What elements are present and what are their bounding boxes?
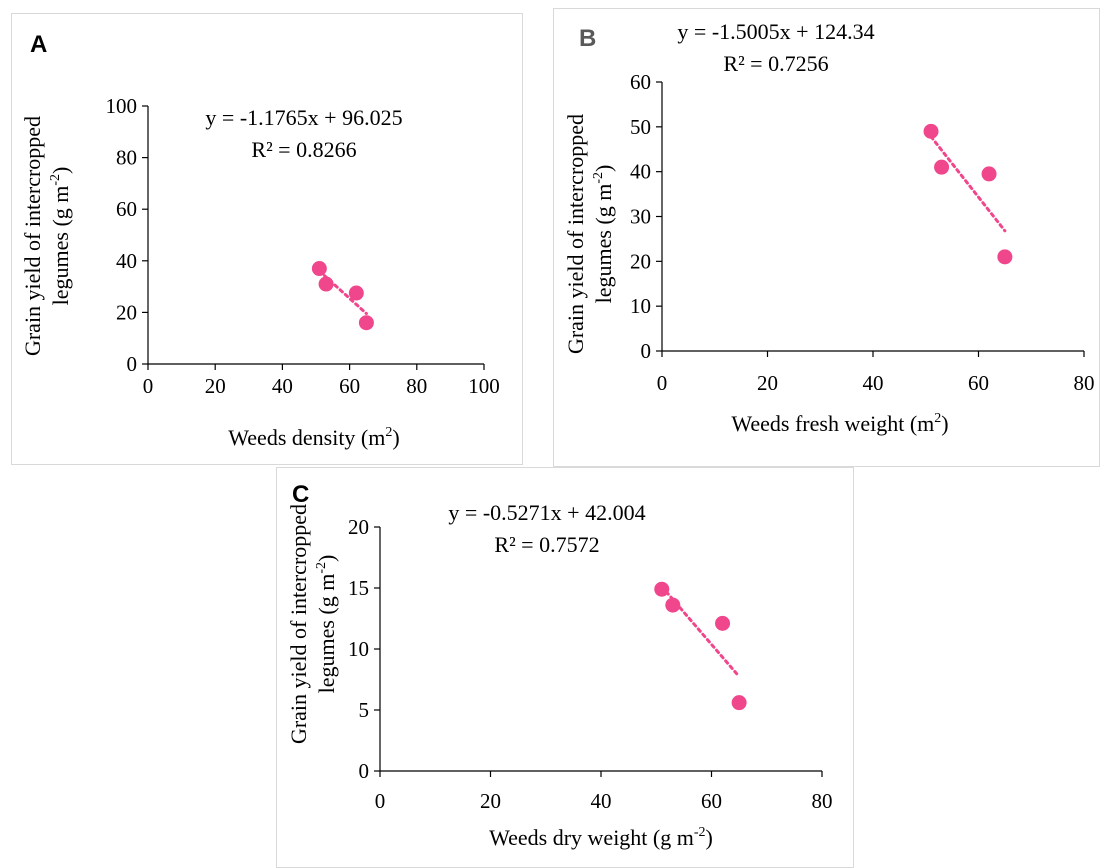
x-tick-label: 80: [812, 789, 833, 813]
x-tick-label: 40: [863, 371, 884, 395]
x-axis-label-main: Weeds density (m: [228, 425, 385, 450]
x-tick-label: 80: [1074, 371, 1095, 395]
data-point: [318, 276, 334, 292]
y-axis-label-line2: legumes (g m-2): [314, 555, 339, 694]
y-axis-label-line2-main: legumes (g m: [48, 186, 73, 306]
x-tick-label: 0: [375, 789, 386, 813]
y-axis-label-line2: legumes (g m-2): [591, 165, 616, 304]
y-axis-label-line1: Grain yield of intercropped: [563, 114, 588, 354]
regression-equation: y = -0.5271x + 42.004: [448, 500, 645, 525]
trendline: [929, 135, 1007, 233]
y-tick-label: 20: [630, 249, 651, 273]
x-axis-label-sup: 2: [385, 425, 392, 440]
data-point: [997, 249, 1013, 265]
y-axis-label-line1: Grain yield of intercropped: [20, 116, 45, 356]
x-axis-label-sup: -2: [694, 825, 706, 840]
r-squared-label: R² = 0.8266: [251, 137, 356, 162]
chart-c: C 0 20 40 60 80 0 5 10 15 20 y = -0.5271x + 42.004 R…: [286, 481, 833, 850]
y-tick-label: 5: [359, 698, 370, 722]
x-axis-label: Weeds density (m2): [228, 425, 399, 450]
y-axis-label-line2-sup: -2: [314, 562, 329, 574]
r-squared-label: R² = 0.7572: [494, 532, 599, 557]
y-axis-label-line2-sup: -2: [591, 172, 606, 184]
data-point: [311, 261, 327, 277]
y-tick-label: 20: [348, 515, 369, 539]
data-point: [981, 166, 997, 182]
data-point: [934, 159, 950, 175]
x-axis-label: Weeds dry weight (g m-2): [489, 825, 713, 850]
y-axis-label-line2: legumes (g m-2): [48, 167, 73, 306]
data-point: [358, 315, 374, 331]
y-axis-label-line2-sup: -2: [48, 174, 63, 186]
y-axis-label-line2-end: ): [314, 555, 339, 562]
chart-b: B 0 20 40 60 80 0 10 20 30 40 50 60 y = -1.5005x + 12…: [563, 19, 1095, 436]
x-tick-label: 20: [205, 374, 226, 398]
y-tick-label: 40: [630, 160, 651, 184]
x-tick-label: 60: [968, 371, 989, 395]
chart-panel-b: [553, 8, 1100, 467]
y-axis-label-line2-end: ): [48, 167, 73, 174]
chart-panel-a: [11, 13, 523, 465]
y-tick-label: 80: [116, 146, 137, 170]
y-tick-label: 60: [116, 197, 137, 221]
x-tick-label: 80: [406, 374, 427, 398]
x-axis-label-end: ): [941, 411, 948, 436]
y-tick-label: 0: [359, 759, 370, 783]
data-point: [348, 285, 364, 301]
data-point: [731, 695, 747, 711]
y-tick-label: 40: [116, 249, 137, 273]
y-axis-label-line2-end: ): [591, 165, 616, 172]
chart-a: A 0 20 40 60 80 100 0 20 40 60 80 100 y = -1.1765x + …: [20, 31, 500, 450]
r-squared-label: R² = 0.7256: [723, 51, 828, 76]
x-axis-label: Weeds fresh weight (m2): [731, 411, 948, 436]
y-tick-label: 60: [630, 70, 651, 94]
y-tick-label: 0: [127, 352, 138, 376]
y-axis-label-line2-main: legumes (g m: [314, 574, 339, 694]
panel-label: A: [30, 31, 47, 58]
x-tick-label: 100: [468, 374, 500, 398]
data-point: [665, 597, 681, 613]
y-tick-label: 50: [630, 115, 651, 139]
y-tick-label: 10: [630, 294, 651, 318]
x-tick-label: 40: [272, 374, 293, 398]
y-tick-label: 0: [641, 339, 652, 363]
regression-equation: y = -1.1765x + 96.025: [205, 105, 402, 130]
y-tick-label: 100: [106, 94, 138, 118]
y-tick-label: 30: [630, 205, 651, 229]
x-axis-label-end: ): [706, 825, 713, 850]
y-tick-label: 10: [348, 637, 369, 661]
y-tick-label: 20: [116, 300, 137, 324]
x-axis-label-main: Weeds fresh weight (m: [731, 411, 934, 436]
x-tick-label: 20: [480, 789, 501, 813]
panel-label: C: [292, 481, 309, 508]
data-point: [923, 123, 939, 139]
y-axis-label-line1: Grain yield of intercropped: [286, 504, 311, 744]
x-tick-label: 0: [143, 374, 154, 398]
y-axis-label-line2-main: legumes (g m: [591, 184, 616, 304]
x-tick-label: 20: [757, 371, 778, 395]
x-tick-label: 60: [701, 789, 722, 813]
x-axis-label-main: Weeds dry weight (g m: [489, 825, 694, 850]
x-tick-label: 0: [657, 371, 668, 395]
panel-label: B: [579, 25, 596, 52]
x-axis-label-end: ): [392, 425, 399, 450]
regression-equation: y = -1.5005x + 124.34: [677, 19, 874, 44]
x-axis-label-sup: 2: [934, 411, 941, 426]
x-tick-label: 40: [591, 789, 612, 813]
data-point: [715, 615, 731, 631]
x-tick-label: 60: [339, 374, 360, 398]
y-tick-label: 15: [348, 576, 369, 600]
data-point: [654, 581, 670, 597]
